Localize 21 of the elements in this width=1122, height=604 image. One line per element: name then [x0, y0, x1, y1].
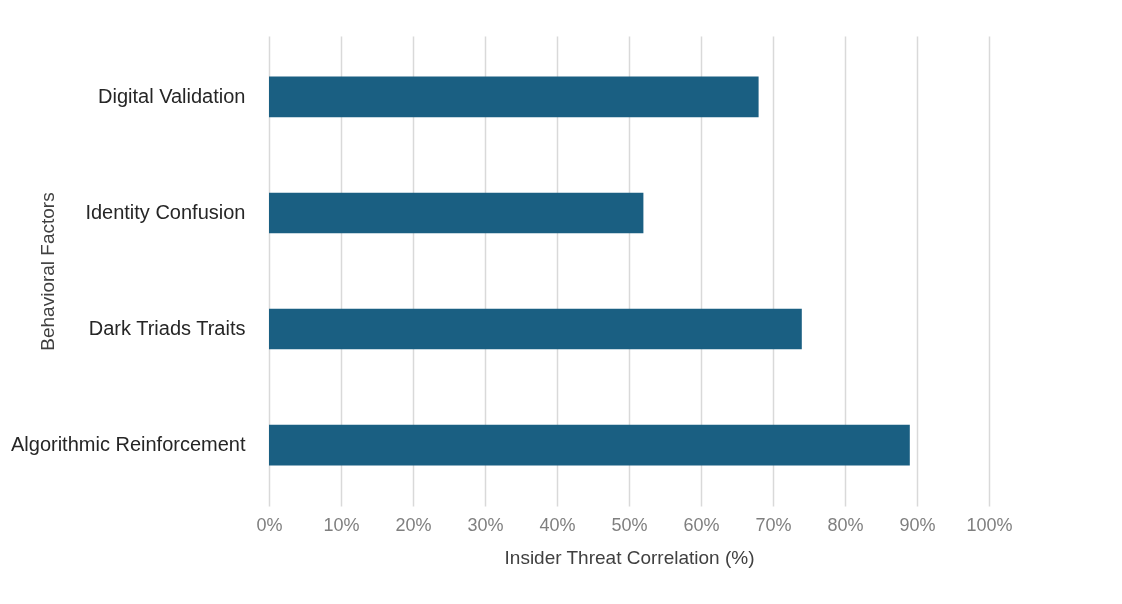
x-tick-label: 50% — [611, 514, 648, 535]
bar — [269, 424, 910, 466]
bar — [269, 76, 759, 118]
x-tick-label: 10% — [323, 514, 360, 535]
x-tick-label: 0% — [256, 514, 283, 535]
x-tick-label: 100% — [966, 514, 1013, 535]
x-tick-label: 90% — [899, 514, 936, 535]
y-tick-label: Digital Validation — [98, 84, 246, 107]
y-tick-label: Dark Triads Traits — [88, 317, 246, 340]
y-axis-title: Behavioral Factors — [36, 192, 58, 351]
y-tick-label: Algorithmic Reinforcement — [10, 433, 246, 456]
x-axis-title: Insider Threat Correlation (%) — [504, 546, 755, 568]
x-tick-label: 20% — [395, 514, 432, 535]
x-tick-label: 80% — [827, 514, 864, 535]
y-tick-label: Identity Confusion — [85, 200, 246, 223]
x-tick-label: 40% — [539, 514, 576, 535]
bar — [269, 192, 644, 234]
bar — [269, 308, 802, 350]
x-tick-label: 30% — [467, 514, 504, 535]
x-tick-label: 60% — [683, 514, 720, 535]
x-tick-label: 70% — [755, 514, 792, 535]
